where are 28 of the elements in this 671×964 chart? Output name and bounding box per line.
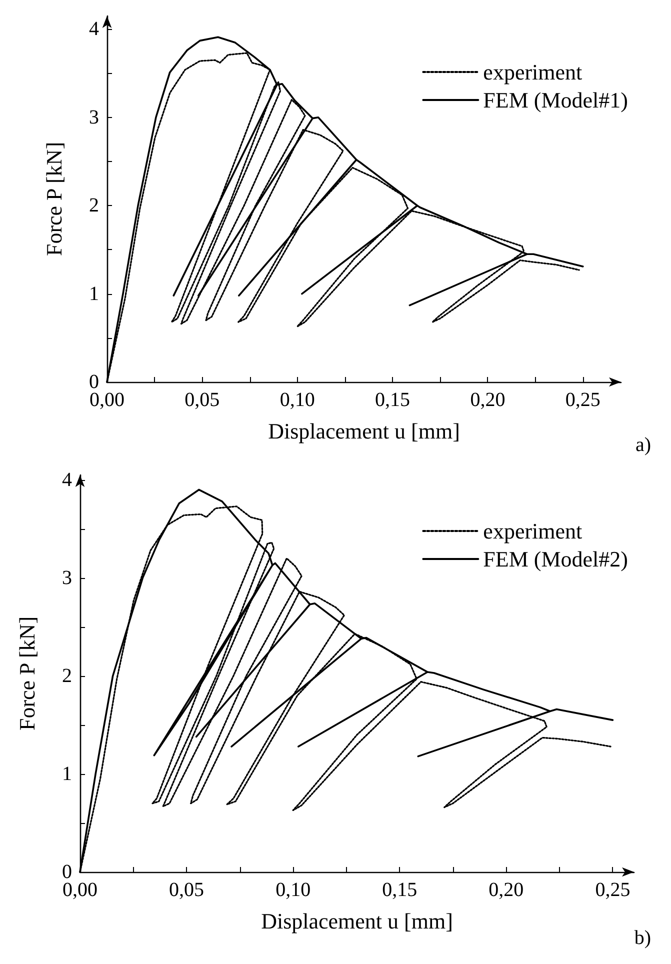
y-tick-label: 1 (62, 762, 72, 785)
x-tick-label: 0,10 (280, 389, 315, 411)
legend-label: FEM (Model#1) (483, 88, 628, 112)
x-tick-label: 0,20 (488, 879, 524, 901)
y-tick-label: 4 (62, 468, 72, 491)
x-tick-label: 0,05 (184, 389, 220, 411)
x-tick-label: 0,25 (595, 879, 630, 901)
x-tick-label: 0,20 (470, 389, 506, 411)
y-tick-label: 1 (89, 282, 99, 305)
legend-label: experiment (483, 518, 582, 544)
x-axis-title: Displacement u [mm] (261, 908, 453, 934)
y-axis-title: Force P [kN] (42, 142, 66, 256)
y-tick-label: 2 (62, 664, 72, 687)
y-tick-label: 4 (89, 18, 99, 40)
y-axis-title: Force P [kN] (14, 616, 40, 731)
y-tick-label: 3 (62, 566, 72, 589)
legend-label: experiment (483, 60, 582, 84)
x-tick-label: 0,10 (276, 879, 311, 901)
x-tick-label: 0,25 (565, 389, 600, 411)
x-tick-label: 0,15 (382, 879, 418, 901)
y-tick-label: 2 (89, 194, 99, 217)
text: b) (634, 927, 652, 949)
x-tick-label: 0,05 (169, 879, 204, 901)
y-tick-label: 3 (89, 106, 99, 128)
text: a) (635, 434, 652, 456)
x-tick-label: 0,15 (375, 389, 410, 411)
legend-label: FEM (Model#2) (483, 546, 628, 572)
x-axis-title: Displacement u [mm] (268, 418, 460, 444)
